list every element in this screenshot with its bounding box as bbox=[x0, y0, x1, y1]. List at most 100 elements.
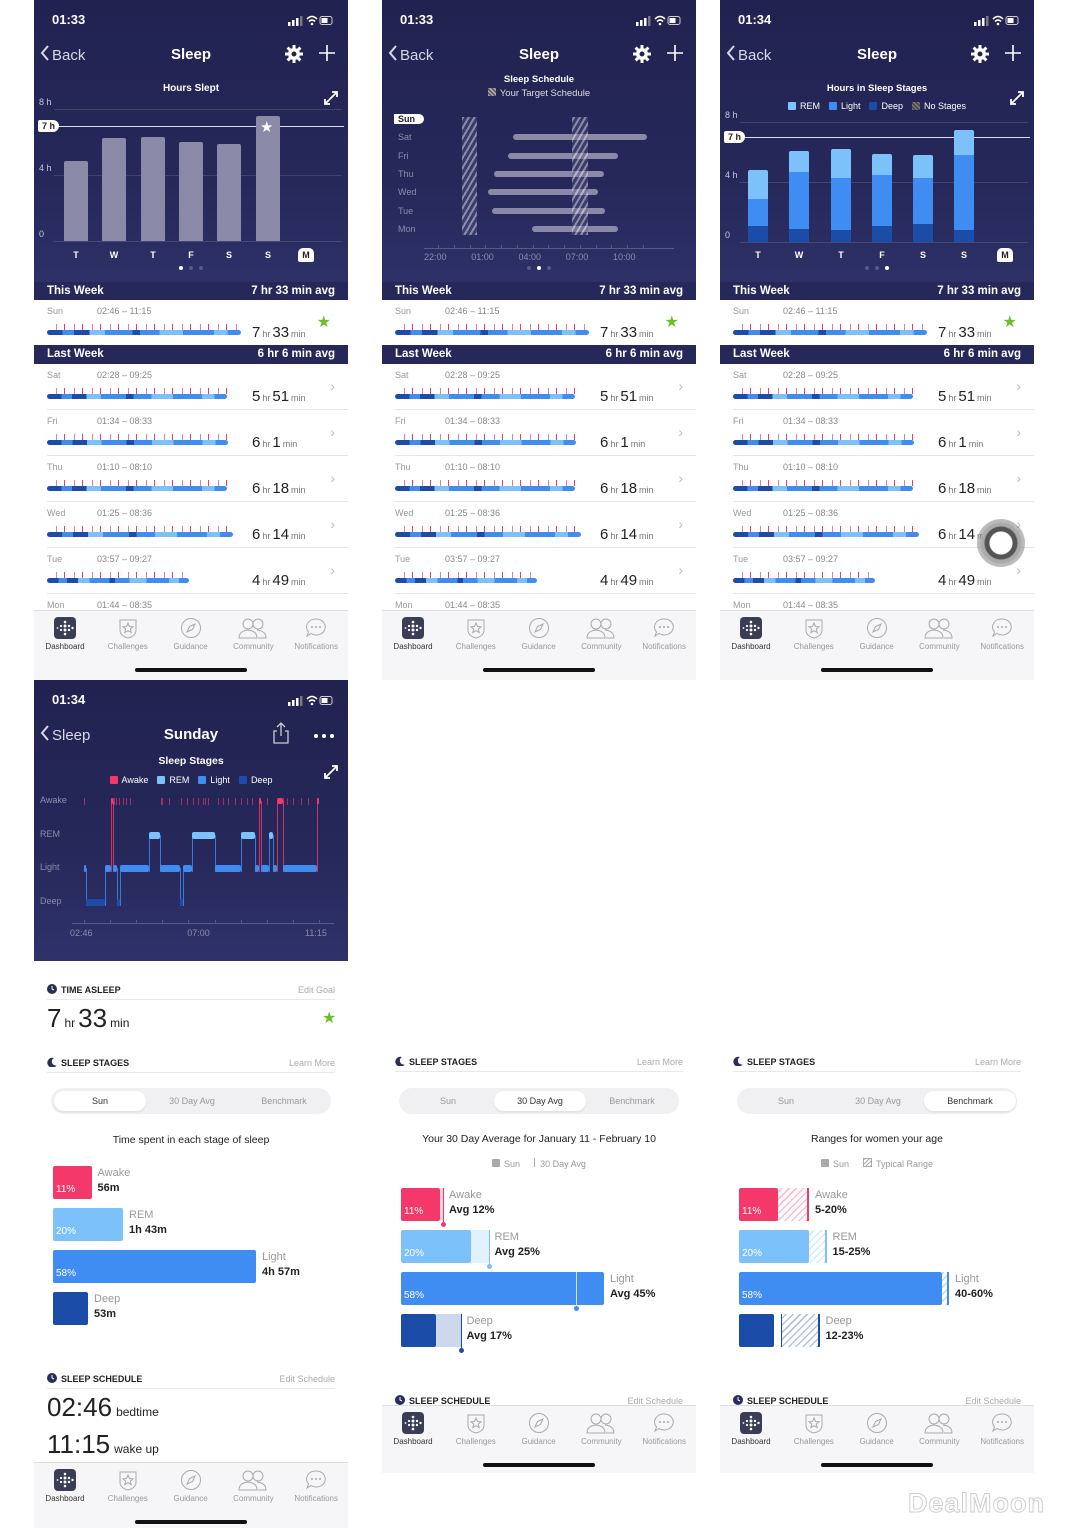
page-indicator[interactable] bbox=[720, 266, 1034, 270]
sleep-log-row[interactable]: Thu 01:10 – 08:10 6 hr 18 min › bbox=[720, 456, 1034, 502]
awake-tick bbox=[126, 798, 128, 805]
sleep-log-row[interactable]: Sun 02:46 – 11:15 7 hr 33 min ★ bbox=[720, 300, 1034, 345]
plus-icon[interactable] bbox=[319, 45, 335, 66]
tab-challenges[interactable]: Challenges bbox=[445, 617, 507, 651]
tab-label: Notifications bbox=[980, 642, 1024, 651]
tab-dashboard[interactable]: Dashboard bbox=[382, 617, 444, 651]
tab-dashboard[interactable]: Dashboard bbox=[34, 617, 96, 651]
section-action-link[interactable]: Learn More bbox=[636, 1057, 683, 1067]
back-button[interactable]: Sleep bbox=[40, 724, 90, 746]
awake-tick bbox=[308, 798, 310, 805]
sleep-log-row[interactable]: Tue 03:57 – 09:27 4 hr 49 min › bbox=[34, 548, 348, 594]
hypnogram-segment-rem bbox=[192, 832, 216, 839]
tab-guidance[interactable]: Guidance bbox=[160, 1469, 222, 1503]
tab-community[interactable]: Community bbox=[570, 617, 632, 651]
tab-notifications[interactable]: Notifications bbox=[971, 617, 1033, 651]
awake-tick bbox=[282, 798, 284, 805]
tab-dashboard[interactable]: Dashboard bbox=[720, 617, 782, 651]
page-indicator[interactable] bbox=[382, 266, 696, 270]
sleep-log-row[interactable]: Fri 01:34 – 08:33 6 hr 1 min › bbox=[720, 410, 1034, 456]
awake-ticks bbox=[395, 480, 575, 486]
tab-challenges[interactable]: Challenges bbox=[445, 1412, 507, 1446]
tab-notifications[interactable]: Notifications bbox=[285, 617, 347, 651]
sleep-log-row[interactable]: Fri 01:34 – 08:33 6 hr 1 min › bbox=[34, 410, 348, 456]
tab-challenges[interactable]: Challenges bbox=[97, 617, 159, 651]
page-indicator[interactable] bbox=[34, 266, 348, 270]
tab-community[interactable]: Community bbox=[222, 617, 284, 651]
plus-icon[interactable] bbox=[1005, 45, 1021, 66]
toggle-30-day-avg[interactable]: 30 Day Avg bbox=[169, 1096, 215, 1106]
dashboard-icon bbox=[34, 1469, 96, 1491]
tab-dashboard[interactable]: Dashboard bbox=[720, 1412, 782, 1446]
toggle-benchmark[interactable]: Benchmark bbox=[924, 1091, 1016, 1111]
tab-notifications[interactable]: Notifications bbox=[633, 1412, 695, 1446]
duration-hours: 6 bbox=[252, 434, 261, 451]
sleep-log-row[interactable]: Sat 02:28 – 09:25 5 hr 51 min › bbox=[720, 364, 1034, 410]
section-action-link[interactable]: Edit Schedule bbox=[279, 1374, 335, 1384]
back-button[interactable]: Back bbox=[40, 44, 85, 66]
toggle-benchmark[interactable]: Benchmark bbox=[609, 1096, 655, 1106]
section-action-link[interactable]: Edit Schedule bbox=[965, 1396, 1021, 1406]
plus-icon[interactable] bbox=[667, 45, 683, 66]
back-button[interactable]: Back bbox=[726, 44, 771, 66]
x-tick bbox=[579, 245, 581, 248]
stage-value: 1h 43m bbox=[129, 1224, 167, 1236]
sleep-log-row[interactable]: Sat 02:28 – 09:25 5 hr 51 min › bbox=[34, 364, 348, 410]
toggle-sun[interactable]: Sun bbox=[54, 1091, 146, 1111]
tab-dashboard[interactable]: Dashboard bbox=[382, 1412, 444, 1446]
toggle-sun[interactable]: Sun bbox=[777, 1096, 794, 1106]
tab-guidance[interactable]: Guidance bbox=[846, 1412, 908, 1446]
tab-guidance[interactable]: Guidance bbox=[508, 1412, 570, 1446]
share-icon[interactable] bbox=[272, 722, 290, 749]
gear-icon[interactable] bbox=[285, 45, 303, 68]
tab-notifications[interactable]: Notifications bbox=[971, 1412, 1033, 1446]
sleep-duration: 6 hr 1 min bbox=[938, 434, 985, 452]
tab-community[interactable]: Community bbox=[908, 1412, 970, 1446]
expand-icon[interactable] bbox=[1010, 91, 1024, 110]
tab-notifications[interactable]: Notifications bbox=[633, 617, 695, 651]
gear-icon[interactable] bbox=[633, 45, 651, 68]
section-action-link[interactable]: Edit Schedule bbox=[627, 1396, 683, 1406]
section-action-link[interactable]: Learn More bbox=[288, 1058, 335, 1068]
sleep-log-row[interactable]: Thu 01:10 – 08:10 6 hr 18 min › bbox=[382, 456, 696, 502]
tab-community[interactable]: Community bbox=[570, 1412, 632, 1446]
sleep-log-row[interactable]: Tue 03:57 – 09:27 4 hr 49 min › bbox=[382, 548, 696, 594]
sleep-log-row[interactable]: Thu 01:10 – 08:10 6 hr 18 min › bbox=[34, 456, 348, 502]
awake-ticks bbox=[47, 480, 227, 486]
gear-icon[interactable] bbox=[971, 45, 989, 68]
section-action-link[interactable]: Learn More bbox=[974, 1057, 1021, 1067]
sleep-log-row[interactable]: Fri 01:34 – 08:33 6 hr 1 min › bbox=[382, 410, 696, 456]
tab-guidance[interactable]: Guidance bbox=[508, 617, 570, 651]
sleep-log-row[interactable]: Sun 02:46 – 11:15 7 hr 33 min ★ bbox=[34, 300, 348, 345]
awake-tick bbox=[114, 798, 116, 805]
more-icon[interactable] bbox=[313, 726, 335, 744]
toggle-sun[interactable]: Sun bbox=[439, 1096, 456, 1106]
row-day: Mon bbox=[398, 223, 416, 234]
expand-icon[interactable] bbox=[324, 91, 338, 110]
back-button[interactable]: Back bbox=[388, 44, 433, 66]
hr-unit: hr bbox=[948, 439, 957, 449]
sleep-log-row[interactable]: Sat 02:28 – 09:25 5 hr 51 min › bbox=[382, 364, 696, 410]
toggle-30-day-avg[interactable]: 30 Day Avg bbox=[855, 1096, 901, 1106]
clock-icon bbox=[733, 1395, 743, 1407]
toggle-30-day-avg[interactable]: 30 Day Avg bbox=[494, 1091, 586, 1111]
toggle-benchmark[interactable]: Benchmark bbox=[261, 1096, 307, 1106]
chevron-left-icon bbox=[40, 724, 50, 746]
tab-notifications[interactable]: Notifications bbox=[285, 1469, 347, 1503]
expand-icon[interactable] bbox=[324, 765, 338, 784]
tab-community[interactable]: Community bbox=[222, 1469, 284, 1503]
tab-dashboard[interactable]: Dashboard bbox=[34, 1469, 96, 1503]
sleep-log-row[interactable]: Sun 02:46 – 11:15 7 hr 33 min ★ bbox=[382, 300, 696, 345]
duration-hours: 6 bbox=[252, 526, 261, 543]
goal-line bbox=[740, 137, 1030, 138]
tab-guidance[interactable]: Guidance bbox=[160, 617, 222, 651]
tab-challenges[interactable]: Challenges bbox=[97, 1469, 159, 1503]
tab-guidance[interactable]: Guidance bbox=[846, 617, 908, 651]
awake-tick bbox=[168, 798, 170, 805]
tab-challenges[interactable]: Challenges bbox=[783, 1412, 845, 1446]
tab-challenges[interactable]: Challenges bbox=[783, 617, 845, 651]
tab-community[interactable]: Community bbox=[908, 617, 970, 651]
section-action-link[interactable]: Edit Goal bbox=[297, 985, 335, 995]
